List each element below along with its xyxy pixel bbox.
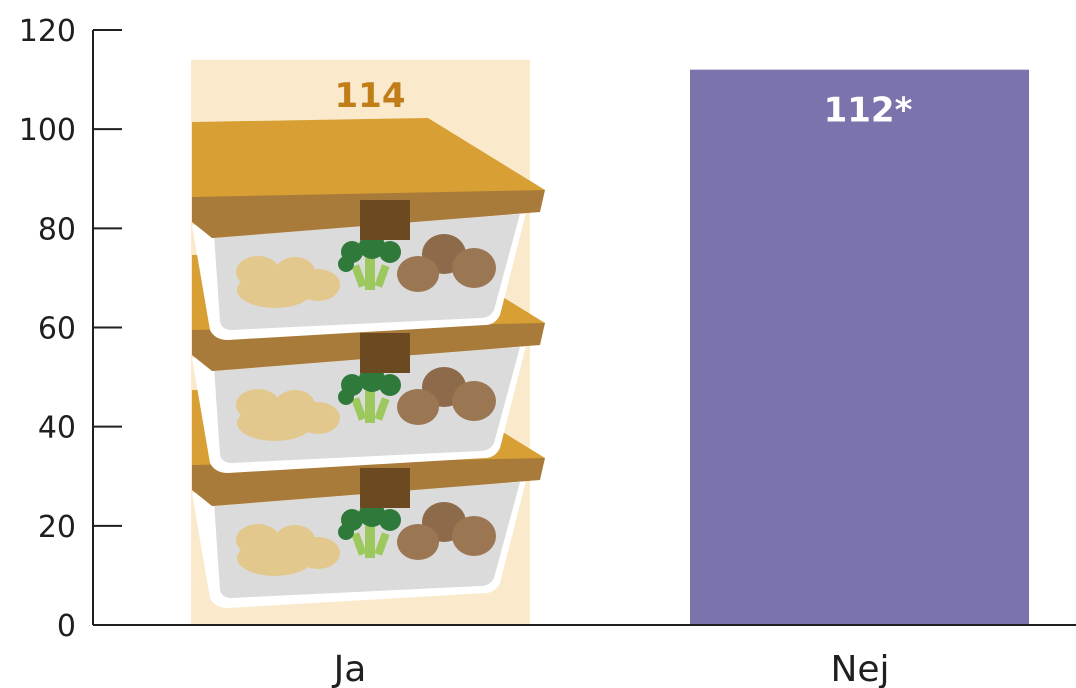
y-tick-label: 60 [38,312,76,347]
category-label-ja: Ja [332,649,367,688]
bar-value-label-ja: 114 [335,76,406,116]
y-tick-label: 0 [57,609,76,644]
bar-nej [690,69,1029,625]
category-label-nej: Nej [830,649,889,688]
y-tick-label: 40 [38,411,76,446]
food-container-illustration [192,118,545,608]
y-tick-label: 80 [38,212,76,247]
bar-value-label-nej: 112* [824,91,913,131]
y-tick-label: 20 [38,510,76,545]
y-axis: 0 20 40 60 80 100 120 [19,14,122,644]
y-tick-label: 100 [19,113,76,148]
y-tick-label: 120 [19,14,76,49]
